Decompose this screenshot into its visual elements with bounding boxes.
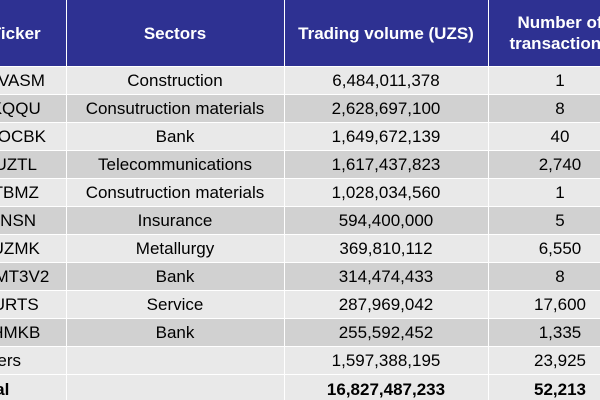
transactions-cell: 6,550: [488, 234, 600, 263]
ticker-cell: INSN: [0, 206, 67, 235]
sector-cell: Service: [66, 290, 285, 319]
ticker-cell: Others: [0, 346, 67, 375]
volume-cell: 1,597,388,195: [284, 346, 489, 375]
transactions-cell: 1,335: [488, 318, 600, 347]
total-transactions: 52,213: [488, 374, 600, 400]
ticker-cell: URTS: [0, 290, 67, 319]
volume-cell: 6,484,011,378: [284, 66, 489, 95]
volume-cell: 2,628,697,100: [284, 94, 489, 123]
transactions-cell: 2,740: [488, 150, 600, 179]
sector-cell: Consutruction materials: [66, 94, 285, 123]
ticker-cell: HMT3V2: [0, 262, 67, 291]
table-row: INSN Insurance 594,400,000 5: [0, 206, 600, 235]
table-row: HMT3V2 Bank 314,474,433 8: [0, 262, 600, 291]
table-row: KVASM Construction 6,484,011,378 1: [0, 66, 600, 95]
volume-cell: 1,649,672,139: [284, 122, 489, 151]
volume-cell: 1,617,437,823: [284, 150, 489, 179]
table-row: UZTL Telecommunications 1,617,437,823 2,…: [0, 150, 600, 179]
ticker-cell: UZTL: [0, 150, 67, 179]
ticker-cell: UZMK: [0, 234, 67, 263]
sector-cell: Bank: [66, 318, 285, 347]
sector-cell: Telecommunications: [66, 150, 285, 179]
volume-cell: 369,810,112: [284, 234, 489, 263]
transactions-cell: 1: [488, 66, 600, 95]
table-row: KQQU Consutruction materials 2,628,697,1…: [0, 94, 600, 123]
ticker-cell: HMKB: [0, 318, 67, 347]
header-trading-volume: Trading volume (UZS): [284, 0, 489, 67]
sector-cell: Bank: [66, 262, 285, 291]
total-label: Total: [0, 374, 67, 400]
ticker-cell: KVASM: [0, 66, 67, 95]
header-ticker: Ticker: [0, 0, 67, 67]
transactions-cell: 17,600: [488, 290, 600, 319]
volume-cell: 594,400,000: [284, 206, 489, 235]
transactions-cell: 40: [488, 122, 600, 151]
table-row: HMKB Bank 255,592,452 1,335: [0, 318, 600, 347]
transactions-cell: 1: [488, 178, 600, 207]
transactions-cell: 8: [488, 262, 600, 291]
total-sector-cell: [66, 374, 285, 400]
volume-cell: 1,028,034,560: [284, 178, 489, 207]
transactions-cell: 8: [488, 94, 600, 123]
table-row: URTS Service 287,969,042 17,600: [0, 290, 600, 319]
header-sectors: Sectors: [66, 0, 285, 67]
volume-cell: 314,474,433: [284, 262, 489, 291]
ticker-cell: KQQU: [0, 94, 67, 123]
sector-cell: Construction: [66, 66, 285, 95]
ticker-cell: TBMZ: [0, 178, 67, 207]
table-row: UZMK Metallurgy 369,810,112 6,550: [0, 234, 600, 263]
ticker-cell: HOCBK: [0, 122, 67, 151]
sector-cell: Consutruction materials: [66, 178, 285, 207]
header-number-of-transactions: Number of transactions: [488, 0, 600, 67]
transactions-cell: 23,925: [488, 346, 600, 375]
sector-cell: Insurance: [66, 206, 285, 235]
table-row: TBMZ Consutruction materials 1,028,034,5…: [0, 178, 600, 207]
table-row: HOCBK Bank 1,649,672,139 40: [0, 122, 600, 151]
total-row: Total 16,827,487,233 52,213: [0, 374, 600, 400]
table-row: Others 1,597,388,195 23,925: [0, 346, 600, 375]
sector-cell: Bank: [66, 122, 285, 151]
sector-cell: Metallurgy: [66, 234, 285, 263]
sector-cell: [66, 346, 285, 375]
total-volume: 16,827,487,233: [284, 374, 489, 400]
volume-cell: 287,969,042: [284, 290, 489, 319]
volume-cell: 255,592,452: [284, 318, 489, 347]
transactions-cell: 5: [488, 206, 600, 235]
header-row: Ticker Sectors Trading volume (UZS) Numb…: [0, 0, 600, 67]
